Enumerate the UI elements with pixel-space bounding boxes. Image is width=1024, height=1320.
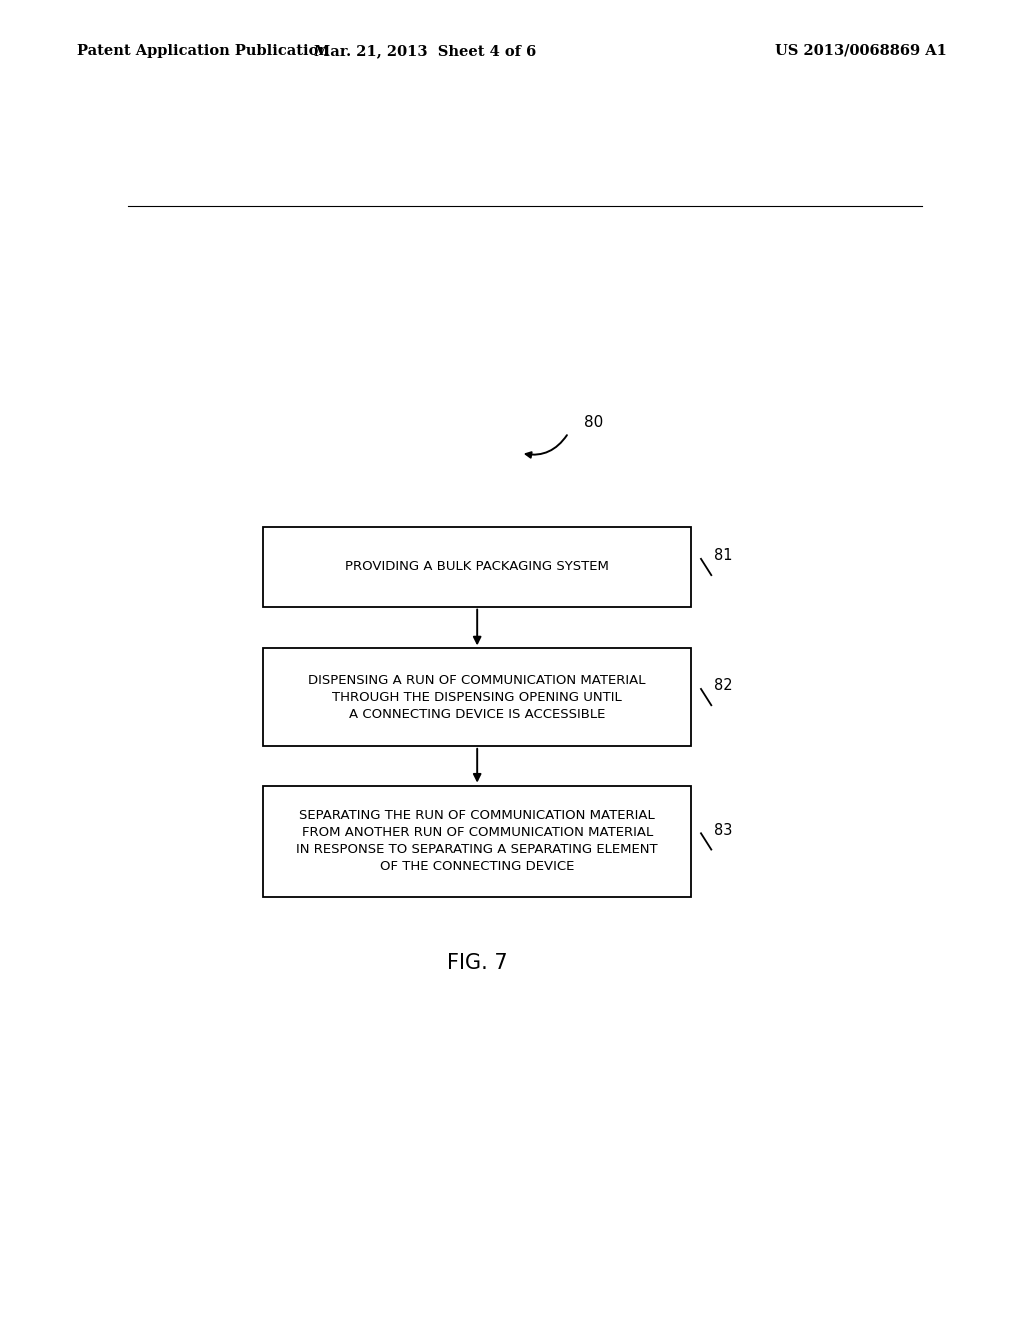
- Text: US 2013/0068869 A1: US 2013/0068869 A1: [775, 44, 947, 58]
- Text: PROVIDING A BULK PACKAGING SYSTEM: PROVIDING A BULK PACKAGING SYSTEM: [345, 561, 609, 573]
- Text: 83: 83: [715, 822, 733, 838]
- FancyBboxPatch shape: [263, 648, 691, 746]
- FancyBboxPatch shape: [263, 528, 691, 607]
- Text: 80: 80: [585, 416, 603, 430]
- Text: Mar. 21, 2013  Sheet 4 of 6: Mar. 21, 2013 Sheet 4 of 6: [313, 44, 537, 58]
- Text: FIG. 7: FIG. 7: [446, 953, 508, 973]
- FancyBboxPatch shape: [263, 785, 691, 898]
- Text: Patent Application Publication: Patent Application Publication: [77, 44, 329, 58]
- Text: 82: 82: [715, 678, 733, 693]
- Text: SEPARATING THE RUN OF COMMUNICATION MATERIAL
FROM ANOTHER RUN OF COMMUNICATION M: SEPARATING THE RUN OF COMMUNICATION MATE…: [296, 809, 658, 874]
- Text: DISPENSING A RUN OF COMMUNICATION MATERIAL
THROUGH THE DISPENSING OPENING UNTIL
: DISPENSING A RUN OF COMMUNICATION MATERI…: [308, 673, 646, 721]
- Text: 81: 81: [715, 548, 733, 564]
